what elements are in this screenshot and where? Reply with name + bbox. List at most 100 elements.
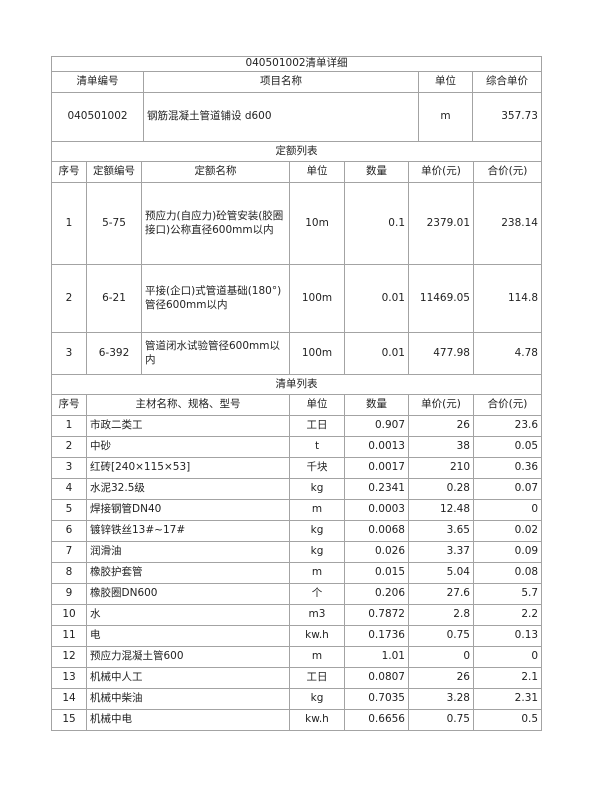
material-row: 8 橡胶护套管 m 0.015 5.04 0.08 — [51, 562, 543, 584]
cell-total-price: 0.07 — [472, 478, 543, 500]
cell-unit: 100m — [289, 332, 345, 375]
cell-seq: 13 — [51, 667, 87, 689]
cell-list-code: 040501002 — [51, 92, 144, 142]
cell-unit-price: 0.28 — [408, 478, 474, 500]
cell-seq: 4 — [51, 478, 87, 500]
cell-item-name: 钢筋混凝土管道铺设 d600 — [143, 92, 419, 142]
cell-quantity: 0.0068 — [344, 520, 409, 542]
cell-material-name: 润滑油 — [86, 541, 290, 563]
cell-unit: kg — [289, 541, 345, 563]
materials-rows: 1 市政二类工 工日 0.907 26 23.6 2 中砂 t 0.0013 3… — [51, 415, 543, 731]
header-composite-price: 综合单价 — [472, 71, 542, 93]
cell-unit: kw.h — [289, 625, 345, 647]
header-material-name: 主材名称、规格、型号 — [86, 394, 290, 416]
cell-composite-price: 357.73 — [472, 92, 542, 142]
cell-unit: 工日 — [289, 415, 345, 437]
cell-unit: 个 — [289, 583, 345, 605]
cell-unit-price: 3.65 — [408, 520, 474, 542]
cell-unit-price: 210 — [408, 457, 474, 479]
cell-quantity: 0.026 — [344, 541, 409, 563]
cell-seq: 7 — [51, 541, 87, 563]
material-row: 10 水 m3 0.7872 2.8 2.2 — [51, 604, 543, 626]
cell-material-name: 市政二类工 — [86, 415, 290, 437]
cell-material-name: 电 — [86, 625, 290, 647]
estimate-sheet: 040501002清单详细 清单编号 项目名称 单位 综合单价 04050100… — [50, 56, 543, 731]
cell-quantity: 0.7035 — [344, 688, 409, 710]
cell-unit-price: 477.98 — [408, 332, 474, 375]
cell-quantity: 0.0013 — [344, 436, 409, 458]
quota-section-title-row: 定额列表 — [51, 141, 542, 162]
cell-material-name: 橡胶护套管 — [86, 562, 290, 584]
header-list-code: 清单编号 — [51, 71, 144, 93]
cell-quantity: 0.0807 — [344, 667, 409, 689]
cell-seq: 5 — [51, 499, 87, 521]
cell-total-price: 0.05 — [472, 436, 543, 458]
material-row: 3 红砖[240×115×53] 千块 0.0017 210 0.36 — [51, 457, 543, 479]
cell-material-name: 机械中人工 — [86, 667, 290, 689]
cell-quantity: 0.01 — [344, 332, 409, 375]
header-total-price: 合价(元) — [473, 161, 542, 183]
header-unit: 单位 — [289, 394, 345, 416]
cell-total-price: 0.5 — [472, 709, 543, 731]
material-row: 12 预应力混凝土管600 m 1.01 0 0 — [51, 646, 543, 668]
quota-row: 1 5-75 预应力(自应力)砼管安装(胶圈接口)公称直径600mm以内 10m… — [51, 182, 542, 265]
material-row: 4 水泥32.5级 kg 0.2341 0.28 0.07 — [51, 478, 543, 500]
cell-total-price: 2.1 — [472, 667, 543, 689]
header-seq: 序号 — [51, 394, 87, 416]
cell-quota-name: 预应力(自应力)砼管安装(胶圈接口)公称直径600mm以内 — [141, 182, 290, 265]
cell-unit-price: 26 — [408, 415, 474, 437]
cell-seq: 3 — [51, 332, 87, 375]
cell-total-price: 0.13 — [472, 625, 543, 647]
cell-unit: 100m — [289, 264, 345, 333]
header-unit: 单位 — [289, 161, 345, 183]
cell-quota-name: 平接(企口)式管道基础(180°)管径600mm以内 — [141, 264, 290, 333]
cell-total-price: 2.31 — [472, 688, 543, 710]
quota-row: 2 6-21 平接(企口)式管道基础(180°)管径600mm以内 100m 0… — [51, 264, 542, 333]
summary-table: 040501002清单详细 清单编号 项目名称 单位 综合单价 04050100… — [51, 56, 542, 142]
quota-rows: 1 5-75 预应力(自应力)砼管安装(胶圈接口)公称直径600mm以内 10m… — [51, 182, 542, 375]
cell-unit-price: 27.6 — [408, 583, 474, 605]
header-total-price: 合价(元) — [472, 394, 543, 416]
cell-quantity: 0.6656 — [344, 709, 409, 731]
cell-quota-name: 管道闭水试验管径600mm以内 — [141, 332, 290, 375]
materials-section-title: 清单列表 — [50, 374, 543, 395]
cell-total-price: 0 — [472, 646, 543, 668]
cell-unit: kw.h — [289, 709, 345, 731]
cell-unit: kg — [289, 688, 345, 710]
cell-material-name: 中砂 — [86, 436, 290, 458]
cell-material-name: 水泥32.5级 — [86, 478, 290, 500]
cell-quantity: 0.1736 — [344, 625, 409, 647]
cell-total-price: 0.36 — [472, 457, 543, 479]
cell-material-name: 机械中电 — [86, 709, 290, 731]
cell-unit-price: 5.04 — [408, 562, 474, 584]
header-quota-name: 定额名称 — [141, 161, 290, 183]
cell-material-name: 镀锌铁丝13#~17# — [86, 520, 290, 542]
cell-seq: 6 — [51, 520, 87, 542]
cell-quantity: 0.015 — [344, 562, 409, 584]
cell-seq: 10 — [51, 604, 87, 626]
cell-quantity: 0.01 — [344, 264, 409, 333]
cell-unit: t — [289, 436, 345, 458]
header-unit-price: 单价(元) — [408, 161, 474, 183]
material-row: 2 中砂 t 0.0013 38 0.05 — [51, 436, 543, 458]
cell-unit: m — [289, 562, 345, 584]
cell-quantity: 0.907 — [344, 415, 409, 437]
cell-total-price: 238.14 — [473, 182, 542, 265]
materials-section-title-row: 清单列表 — [50, 374, 543, 395]
quota-table: 定额列表 序号 定额编号 定额名称 单位 数量 单价(元) 合价(元) 1 5-… — [51, 141, 542, 375]
cell-total-price: 0.08 — [472, 562, 543, 584]
cell-unit-price: 3.37 — [408, 541, 474, 563]
cell-seq: 14 — [51, 688, 87, 710]
title-row: 040501002清单详细 — [51, 56, 542, 72]
cell-unit-price: 12.48 — [408, 499, 474, 521]
cell-material-name: 红砖[240×115×53] — [86, 457, 290, 479]
header-unit: 单位 — [418, 71, 473, 93]
materials-header-row: 序号 主材名称、规格、型号 单位 数量 单价(元) 合价(元) — [51, 394, 543, 416]
material-row: 11 电 kw.h 0.1736 0.75 0.13 — [51, 625, 543, 647]
cell-seq: 3 — [51, 457, 87, 479]
cell-quantity: 0.7872 — [344, 604, 409, 626]
material-row: 14 机械中柴油 kg 0.7035 3.28 2.31 — [51, 688, 543, 710]
cell-seq: 12 — [51, 646, 87, 668]
cell-unit: 工日 — [289, 667, 345, 689]
